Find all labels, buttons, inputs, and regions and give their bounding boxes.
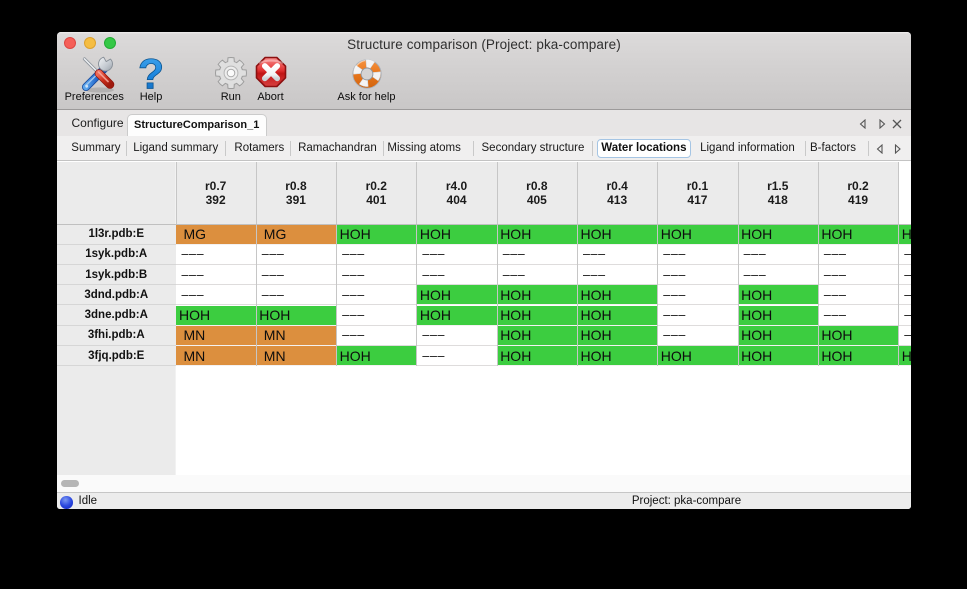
svg-text:?: ? xyxy=(138,56,164,94)
